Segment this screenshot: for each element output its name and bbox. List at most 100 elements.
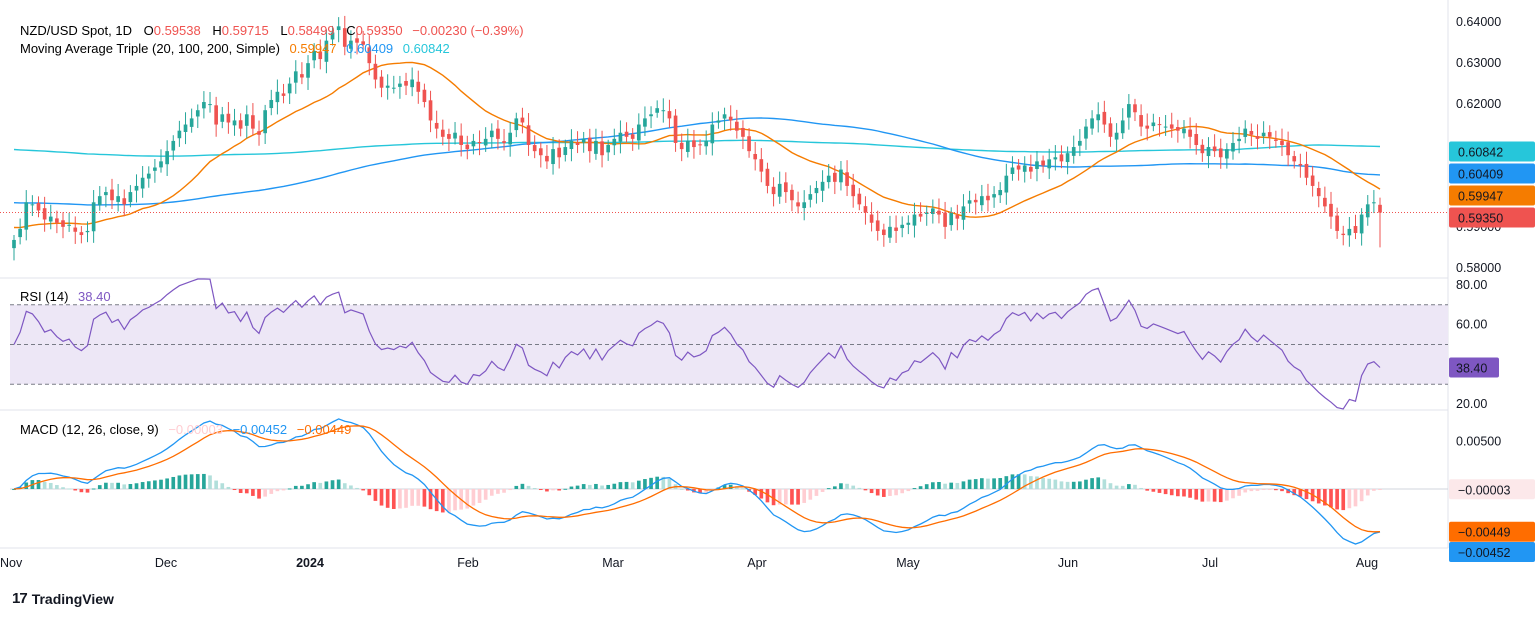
macd-hist-bar	[336, 479, 341, 490]
candle-body	[1329, 203, 1333, 217]
macd-signal-legend-value: −0.00449	[297, 422, 352, 437]
candle-body	[104, 192, 108, 196]
macd-hist-bar	[538, 489, 543, 491]
macd-hist-bar	[477, 489, 482, 503]
macd-hist-bar	[1255, 489, 1260, 491]
macd-pane[interactable]	[10, 418, 1448, 545]
macd-hist-bar	[220, 483, 225, 490]
macd-hist-bar	[306, 484, 310, 490]
candle-body	[1304, 163, 1309, 178]
macd-hist-bar	[1341, 489, 1346, 511]
candle-body	[814, 187, 819, 194]
macd-hist-bar	[502, 489, 506, 493]
change-value: −0.00230 (−0.39%)	[412, 23, 523, 38]
macd-hist-bar	[496, 489, 500, 494]
candle-body	[741, 127, 745, 137]
rsi-legend[interactable]: RSI (14) 38.40	[20, 289, 111, 304]
candle-body	[924, 212, 929, 214]
ma-legend[interactable]: Moving Average Triple (20, 100, 200, Sim…	[20, 41, 450, 56]
candle-body	[1108, 123, 1113, 137]
macd-hist-bar	[1286, 489, 1290, 494]
macd-tick-label: 0.00500	[1456, 434, 1501, 448]
candle-body	[453, 132, 457, 139]
candle-body	[1176, 127, 1180, 131]
candle-body	[440, 129, 445, 137]
macd-hist-bar	[1206, 489, 1211, 502]
candle-body	[275, 91, 280, 103]
rsi-tick-label: 20.00	[1456, 397, 1487, 411]
macd-hist-bar	[440, 489, 445, 513]
macd-hist-bar	[1359, 489, 1364, 502]
macd-hist-bar	[263, 489, 267, 497]
macd-hist-bar	[753, 489, 758, 495]
candle-body	[324, 40, 329, 62]
macd-hist-bar	[728, 484, 733, 490]
macd-hist-bar	[1292, 489, 1297, 496]
macd-hist-bar	[924, 484, 929, 490]
sma20-line	[13, 61, 1381, 229]
macd-hist-bar	[367, 489, 372, 496]
macd-badge-signal	[1449, 521, 1535, 542]
macd-hist-bar	[832, 486, 837, 490]
candle-body	[551, 149, 555, 165]
candle-body	[79, 232, 84, 236]
close-label: C	[346, 23, 355, 38]
candle-body	[538, 148, 543, 156]
candle-body	[1120, 120, 1125, 134]
macd-hist-bar	[569, 486, 574, 490]
rsi-pane[interactable]	[10, 278, 1448, 410]
candle-body	[820, 181, 825, 191]
candle-body	[986, 195, 990, 201]
macd-hist-bar	[55, 485, 59, 490]
candle-body	[728, 116, 733, 121]
macd-hist-bar	[949, 482, 954, 490]
macd-hist-bar	[514, 485, 519, 490]
candle-body	[1078, 140, 1082, 146]
candle-body	[1139, 115, 1143, 127]
macd-hist-bar	[1090, 478, 1094, 490]
time-axis[interactable]: Nov Dec 2024 Feb Mar Apr May Jun Jul Aug	[0, 556, 1378, 570]
macd-signal-line	[13, 425, 1381, 533]
macd-hist-bar	[330, 480, 335, 490]
candle-body	[355, 38, 359, 43]
time-tick-label: Nov	[0, 556, 23, 570]
macd-hist-bar	[91, 488, 96, 490]
macd-hist-bar	[587, 484, 592, 490]
macd-hist-bar	[636, 480, 641, 490]
candle-body	[214, 105, 218, 125]
macd-hist-bar	[1182, 489, 1186, 497]
ma20-legend-value: 0.59947	[290, 41, 337, 56]
candle-body	[1010, 167, 1015, 174]
macd-hist-bar	[1169, 489, 1174, 496]
candle-body	[643, 118, 647, 127]
macd-hist-bar	[1035, 476, 1039, 490]
macd-hist-bar	[973, 479, 978, 490]
candle-body	[710, 124, 715, 144]
macd-hist-bar	[1078, 481, 1082, 490]
candle-body	[171, 140, 176, 151]
macd-legend[interactable]: MACD (12, 26, close, 9) −0.00003 −0.0045…	[20, 422, 351, 437]
macd-hist-bar	[624, 481, 629, 490]
macd-hist-bar	[202, 473, 206, 490]
macd-hist-bar	[851, 485, 856, 490]
candle-body	[832, 172, 837, 182]
price-axis[interactable]: 0.640000.630000.620000.590000.580000.608…	[1449, 15, 1535, 563]
candle-body	[318, 51, 323, 60]
tradingview-logo[interactable]: 17 TradingView	[12, 590, 114, 607]
macd-hist-bar	[1280, 489, 1284, 492]
candle-body	[1035, 161, 1039, 169]
candle-body	[679, 142, 684, 150]
macd-hist-bar	[293, 485, 298, 490]
candle-body	[857, 193, 862, 205]
price-pane[interactable]	[0, 15, 1448, 261]
symbol-legend[interactable]: NZD/USD Spot, 1D O0.59538 H0.59715 L0.58…	[20, 23, 524, 38]
candle-body	[1016, 165, 1021, 170]
candle-body	[943, 212, 947, 227]
rsi-tick-label: 60.00	[1456, 318, 1487, 332]
time-tick-label: Feb	[457, 556, 479, 570]
candle-body	[471, 140, 476, 147]
candle-body	[496, 128, 500, 139]
candle-body	[1029, 166, 1033, 172]
macd-hist-bar	[61, 487, 65, 490]
